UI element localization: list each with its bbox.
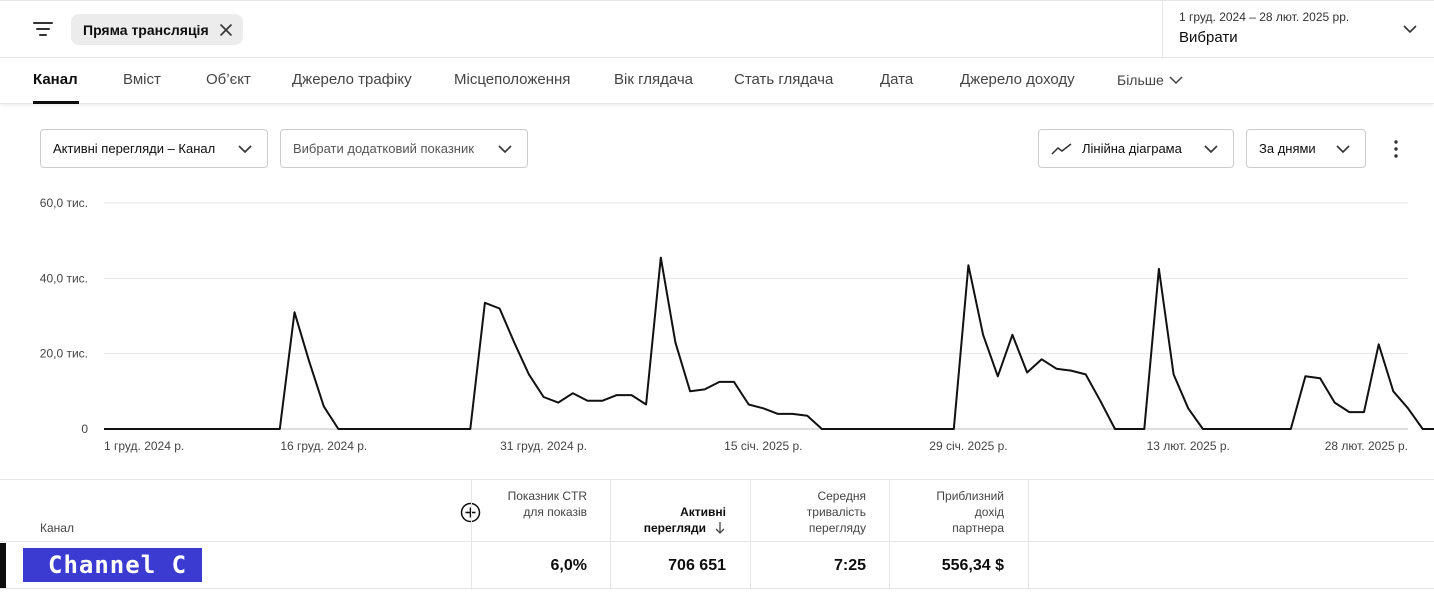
filter-chip-label: Пряма трансляція (83, 21, 209, 38)
column-header-revenue[interactable]: Приблизний дохід партнера (936, 488, 1004, 536)
tab-viewer-gender[interactable]: Стать глядача (734, 71, 834, 88)
secondary-metric-label: Вибрати додатковий показник (293, 141, 474, 156)
filter-icon[interactable] (28, 16, 58, 42)
tab-more-label: Більше (1117, 72, 1164, 88)
date-range-text: 1 груд. 2024 – 28 лют. 2025 рр. (1179, 10, 1350, 24)
x-tick-label: 29 січ. 2025 р. (929, 439, 1007, 453)
tab-more[interactable]: Більше (1117, 72, 1183, 88)
chevron-down-icon (1169, 76, 1183, 85)
line-chart: 0 20,0 тис. 40,0 тис. 60,0 тис. 1 груд. 2024… (40, 196, 1434, 453)
granularity-label: За днями (1259, 141, 1316, 156)
tab-revenue-source[interactable]: Джерело доходу (960, 71, 1075, 88)
line-chart-icon (1051, 142, 1072, 155)
column-header-ctr[interactable]: Показник CTR для показів (508, 488, 587, 520)
chevron-down-icon (1204, 145, 1218, 154)
column-header-ctr-line1: Показник CTR (507, 489, 587, 503)
tab-object[interactable]: Об’єкт (206, 71, 251, 88)
close-icon[interactable] (219, 23, 233, 37)
x-tick-label: 16 груд. 2024 р. (280, 439, 367, 453)
date-select-label: Вибрати (1179, 29, 1238, 46)
series-line (104, 256, 1434, 430)
y-tick-label: 60,0 тис. (40, 196, 88, 210)
filter-chip[interactable]: Пряма трансляція (71, 14, 243, 45)
more-vert-icon[interactable] (1387, 138, 1405, 160)
cell-active-views: 706 651 (668, 557, 726, 574)
date-range-picker[interactable]: 1 груд. 2024 – 28 лют. 2025 рр. Вибрати (1162, 1, 1434, 59)
table-header-row (0, 480, 1434, 542)
chevron-down-icon (1403, 25, 1417, 34)
chevron-down-icon (498, 145, 512, 154)
chevron-down-icon (1336, 145, 1350, 154)
metric-select[interactable]: Активні перегляди – Канал (40, 129, 268, 168)
x-tick-label: 1 груд. 2024 р. (104, 439, 184, 453)
column-header-active-views-line2: перегляди (643, 521, 706, 535)
cell-ctr: 6,0% (550, 557, 587, 574)
channel-name[interactable]: Channel C (23, 548, 202, 582)
chart-type-select[interactable]: Лінійна діаграма (1038, 129, 1234, 168)
column-header-avg-line3: перегляду (808, 521, 866, 535)
column-header-revenue-line1: Приблизний (936, 489, 1004, 503)
x-tick-label: 13 лют. 2025 р. (1147, 439, 1230, 453)
column-header-ctr-line2: для показів (523, 505, 587, 519)
tab-date[interactable]: Дата (880, 71, 914, 88)
column-revenue: Приблизний дохід партнера 556,34 $ (889, 480, 1029, 590)
column-header-active-views-line1: Активні (680, 505, 726, 519)
add-column-icon[interactable] (460, 502, 481, 523)
tab-viewer-age[interactable]: Вік глядача (614, 71, 694, 88)
cell-revenue: 556,34 $ (941, 557, 1004, 574)
sort-down-icon (715, 522, 725, 534)
x-tick-label: 15 січ. 2025 р. (724, 439, 802, 453)
column-header-active-views[interactable]: Активні перегляди (644, 504, 726, 536)
column-avg-view-duration: Середня тривалість перегляду 7:25 (750, 480, 890, 590)
chevron-down-icon (238, 145, 252, 154)
column-header-avg-view-duration[interactable]: Середня тривалість перегляду (807, 488, 866, 536)
active-tab-indicator (33, 101, 79, 104)
y-tick-label: 0 (81, 422, 88, 436)
tab-content[interactable]: Вміст (123, 71, 161, 88)
y-tick-label: 20,0 тис. (40, 347, 88, 361)
metric-select-label: Активні перегляди – Канал (53, 141, 216, 156)
column-active-views: Активні перегляди 706 651 (610, 480, 750, 590)
chart-type-label: Лінійна діаграма (1082, 141, 1182, 156)
data-table: Канал Показник CTR для показів 6,0% Акти… (0, 479, 1434, 590)
tab-geography[interactable]: Місцеположення (454, 71, 571, 88)
column-header-revenue-line3: партнера (952, 521, 1004, 535)
secondary-metric-select[interactable]: Вибрати додатковий показник (280, 129, 528, 168)
tab-traffic-source[interactable]: Джерело трафіку (292, 71, 412, 88)
top-header: Пряма трансляція 1 груд. 2024 – 28 лют. … (0, 0, 1434, 59)
y-tick-label: 40,0 тис. (40, 271, 88, 285)
tab-channel[interactable]: Канал (33, 71, 78, 88)
column-header-revenue-line2: дохід (974, 505, 1004, 519)
x-tick-label: 28 лют. 2025 р. (1325, 439, 1408, 453)
x-tick-label: 31 груд. 2024 р. (500, 439, 587, 453)
granularity-select[interactable]: За днями (1246, 129, 1366, 168)
cell-avg-view-duration: 7:25 (833, 557, 866, 574)
row-series-marker (0, 543, 6, 588)
column-header-avg-line1: Середня (817, 489, 866, 503)
row-divider (0, 588, 1434, 589)
column-ctr: Показник CTR для показів 6,0% (471, 480, 611, 590)
column-header-avg-line2: тривалість (806, 505, 866, 519)
column-header-channel[interactable]: Канал (40, 521, 74, 535)
dimension-tabs: Канал Вміст Об’єкт Джерело трафіку Місце… (0, 58, 1434, 104)
